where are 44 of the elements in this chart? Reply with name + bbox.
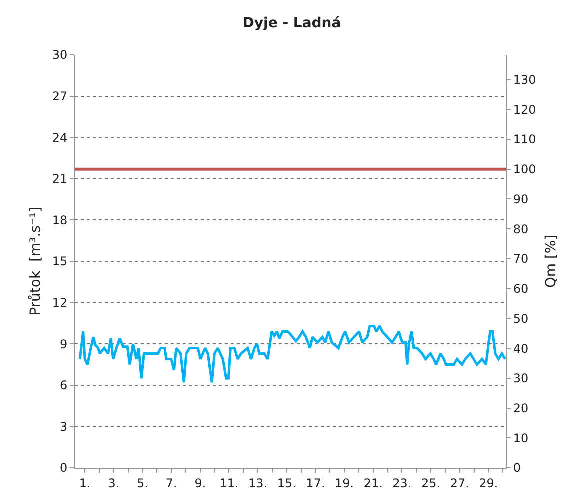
y2-tick-label: 70 — [513, 252, 529, 266]
y-tick-label: 27 — [52, 90, 68, 104]
y2-tick-label: 0 — [513, 461, 522, 476]
x-tick-label: 9. — [194, 476, 206, 490]
x-tick-label: 27. — [450, 476, 470, 490]
x-tick-label: 3. — [108, 476, 120, 490]
x-tick-label: 17. — [306, 476, 326, 490]
y-tick-label: 9 — [60, 337, 68, 352]
y2-axis-title: Qm [%] — [544, 234, 560, 288]
y2-tick-label: 30 — [513, 372, 529, 386]
y2-tick-label: 90 — [513, 192, 529, 206]
y2-tick-label: 110 — [513, 132, 536, 147]
y2-tick-label: 20 — [513, 401, 529, 416]
y2-tick-label: 10 — [513, 431, 529, 446]
y2-tick-label: 100 — [513, 162, 536, 177]
y2-tick-label: 120 — [513, 102, 536, 117]
x-tick-label: 11. — [220, 476, 239, 490]
y-tick-label: 30 — [52, 48, 68, 62]
x-tick-label: 5. — [137, 476, 148, 490]
y2-tick-label: 40 — [513, 342, 529, 356]
y-tick-label: 15 — [52, 254, 68, 269]
y-tick-label: 18 — [52, 213, 68, 228]
x-tick-label: 7. — [166, 476, 178, 490]
x-tick-label: 1. — [79, 476, 91, 490]
y2-tick-label: 80 — [513, 222, 529, 236]
x-tick-label: 21. — [364, 476, 383, 490]
x-tick-label: 15. — [277, 476, 296, 490]
y-axis-title: Průtok [m³.s⁻¹] — [28, 207, 44, 316]
chart-title: Dyje - Ladná — [242, 15, 342, 32]
x-tick-label: 19. — [335, 476, 354, 490]
y-tick-label: 3 — [60, 420, 68, 434]
y-tick-label: 24 — [52, 130, 68, 145]
y-tick-label: 12 — [52, 296, 68, 310]
y2-tick-label: 130 — [513, 72, 536, 87]
line-series — [78, 324, 506, 384]
y2-tick-label: 60 — [513, 282, 529, 296]
y-tick-label: 0 — [60, 461, 68, 476]
x-tick-label: 23. — [392, 476, 412, 490]
y-tick-label: 6 — [60, 378, 68, 393]
x-tick-label: 13. — [248, 476, 268, 490]
y2-tick-label: 50 — [513, 312, 529, 326]
y-tick-label: 21 — [52, 172, 68, 186]
x-tick-label: 29. — [479, 476, 498, 490]
x-tick-label: 25. — [421, 476, 441, 490]
